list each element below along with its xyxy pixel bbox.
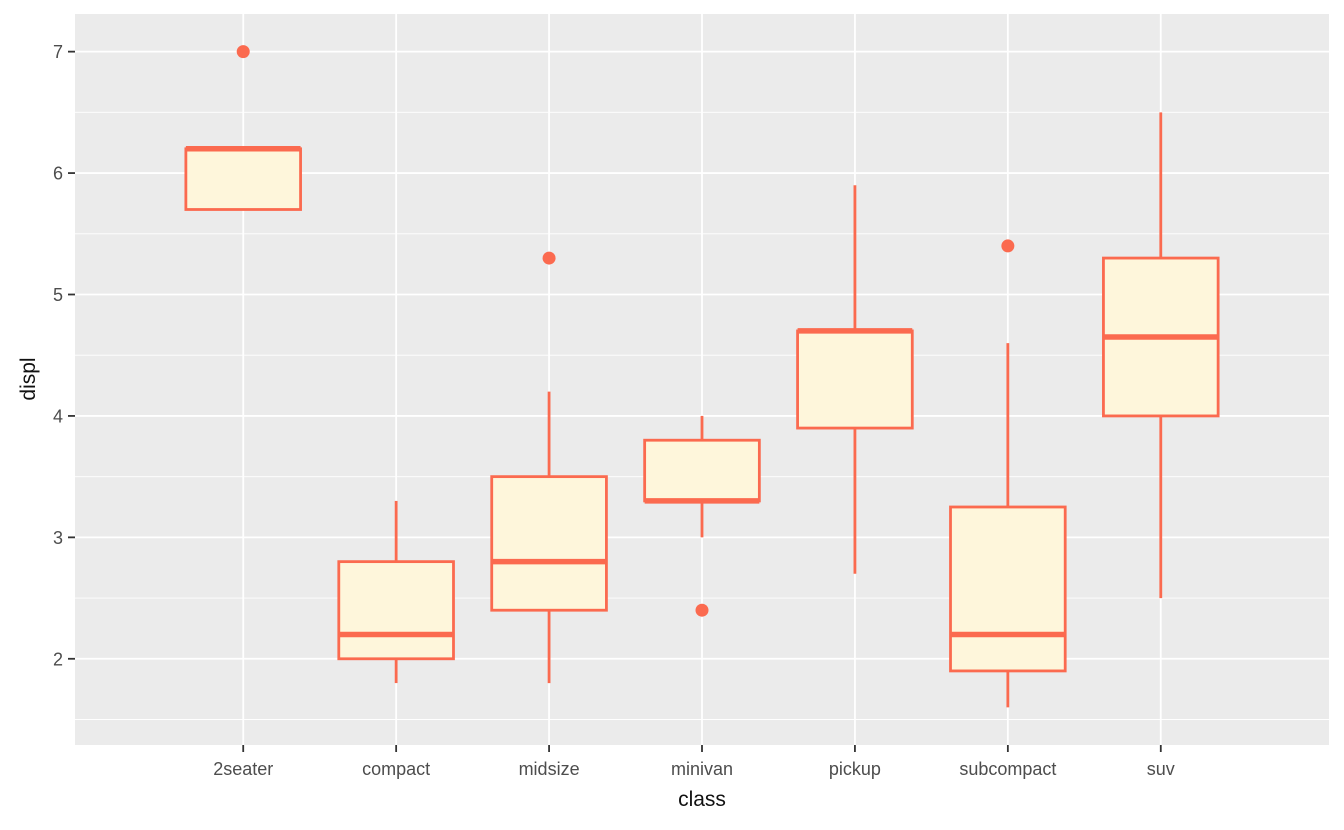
box-iqr: [184, 147, 302, 211]
box-layer: [184, 45, 1220, 708]
x-tick-label: 2seater: [213, 759, 273, 779]
x-axis-title: class: [678, 788, 726, 811]
y-tick-label: 4: [53, 406, 63, 426]
boxplot-compact: [337, 500, 455, 684]
x-tick-label: pickup: [829, 759, 881, 779]
box-iqr: [643, 438, 761, 503]
outlier-point: [236, 45, 250, 59]
boxplot-midsize: [490, 251, 608, 684]
box-iqr: [490, 475, 608, 612]
box-iqr: [949, 505, 1067, 673]
x-tick-label: subcompact: [959, 759, 1056, 779]
x-tick-label: compact: [362, 759, 430, 779]
boxplot-subcompact: [949, 239, 1067, 708]
box-iqr: [796, 329, 914, 430]
boxplot-2seater: [184, 45, 302, 211]
y-tick-label: 2: [53, 649, 63, 669]
outlier-point: [1001, 239, 1015, 253]
y-tick-label: 6: [53, 164, 63, 184]
y-tick-label: 3: [53, 528, 63, 548]
x-tick-label: minivan: [671, 759, 733, 779]
x-tick-label: suv: [1147, 759, 1175, 779]
boxplot-pickup: [796, 185, 914, 574]
boxplot-suv: [1102, 112, 1220, 599]
y-tick-label: 5: [53, 285, 63, 305]
outlier-point: [695, 603, 709, 617]
boxplot-minivan: [643, 415, 761, 617]
axis-layer: 2 3 4 5 6 7 2seater compact midsize minivan pickup…: [53, 42, 1175, 779]
x-tick-label: midsize: [519, 759, 580, 779]
y-tick-label: 7: [53, 42, 63, 62]
y-axis-title: displ: [17, 357, 40, 400]
box-iqr: [337, 560, 455, 661]
outlier-point: [542, 251, 556, 265]
